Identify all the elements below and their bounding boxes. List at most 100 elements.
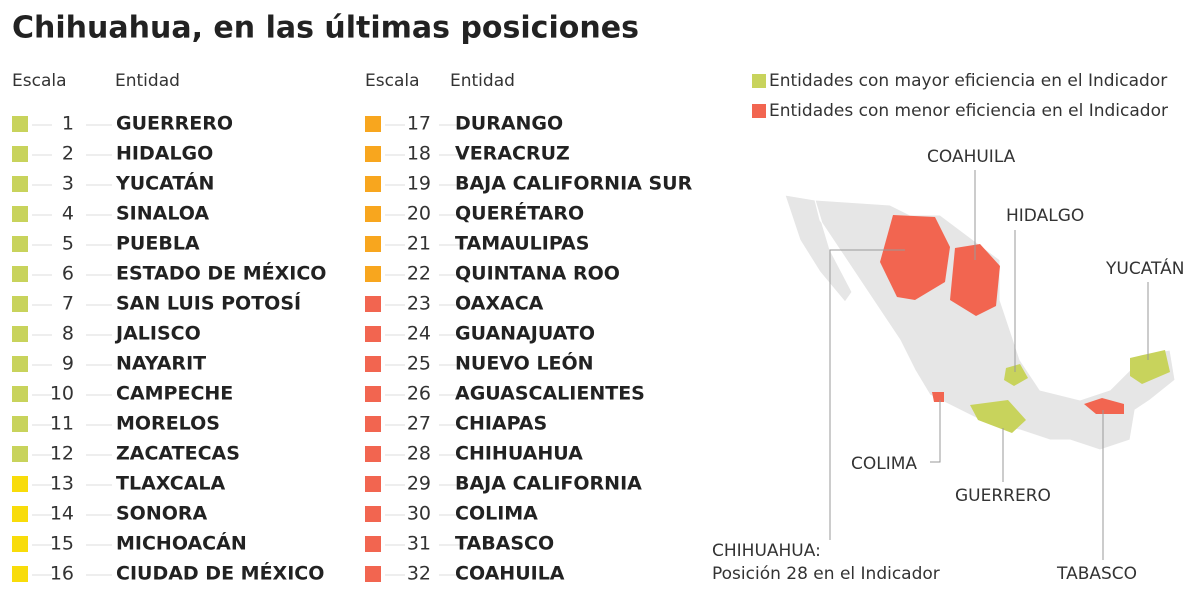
scale-swatch — [12, 146, 28, 162]
rank-bg — [405, 263, 439, 285]
rank-bg — [52, 413, 86, 435]
scale-swatch — [12, 236, 28, 252]
map-yucatan — [1130, 350, 1170, 384]
scale-swatch — [365, 566, 381, 582]
leader-line — [930, 400, 941, 463]
rank-bg — [405, 173, 439, 195]
rank-bg — [405, 353, 439, 375]
legend-label: Entidades con menor eficiencia en el Ind… — [769, 101, 1168, 121]
state-name: CIUDAD DE MÉXICO — [116, 562, 324, 585]
state-name: TABASCO — [455, 533, 554, 555]
scale-swatch — [365, 326, 381, 342]
rank: 22 — [407, 263, 431, 285]
scale-swatch — [365, 446, 381, 462]
column-header: Escala — [365, 71, 420, 91]
leader-line — [829, 249, 905, 540]
scale-swatch — [12, 386, 28, 402]
rank-bg — [405, 293, 439, 315]
state-name: YUCATÁN — [115, 172, 214, 195]
rank-bg — [405, 443, 439, 465]
rank: 21 — [407, 233, 431, 255]
state-name: ESTADO DE MÉXICO — [116, 262, 326, 285]
scale-swatch — [12, 206, 28, 222]
state-name: NAYARIT — [116, 353, 206, 375]
map-label: TABASCO — [1056, 564, 1137, 584]
state-name: HIDALGO — [116, 143, 213, 165]
state-name: QUINTANA ROO — [455, 263, 620, 285]
rank-bg — [405, 203, 439, 225]
scale-swatch — [365, 266, 381, 282]
state-name: GUERRERO — [116, 113, 233, 135]
state-name: TAMAULIPAS — [455, 233, 589, 255]
rank-bg — [52, 323, 86, 345]
state-name: CHIHUAHUA — [455, 443, 583, 465]
leader-lines — [829, 170, 1149, 560]
state-name: ZACATECAS — [116, 443, 240, 465]
state-name: SAN LUIS POTOSÍ — [116, 292, 301, 315]
rank-bg — [52, 353, 86, 375]
rank: 3 — [62, 173, 74, 195]
map-label: GUERRERO — [955, 486, 1051, 506]
rank: 11 — [50, 413, 74, 435]
rank: 30 — [407, 503, 431, 525]
rank: 15 — [50, 533, 74, 555]
map-label: YUCATÁN — [1105, 257, 1184, 279]
state-name: PUEBLA — [116, 233, 200, 255]
column-header: Entidad — [450, 71, 515, 91]
state-name: CHIAPAS — [455, 413, 547, 435]
rank-bg — [52, 263, 86, 285]
map-coahuila — [950, 244, 1000, 316]
rank: 29 — [407, 473, 431, 495]
rank: 18 — [407, 143, 431, 165]
scale-swatch — [12, 446, 28, 462]
map-tabasco — [1084, 398, 1124, 414]
rank-bg — [52, 173, 86, 195]
scale-swatch — [12, 296, 28, 312]
scale-swatch — [365, 146, 381, 162]
rank-bg — [52, 203, 86, 225]
map-hidalgo — [1004, 364, 1028, 386]
rank-bg — [52, 533, 86, 555]
rank: 2 — [62, 143, 74, 165]
state-name: SONORA — [116, 503, 208, 525]
rank-bg — [52, 383, 86, 405]
rank: 6 — [62, 263, 74, 285]
map-label: COLIMA — [851, 454, 917, 474]
scale-swatch — [365, 386, 381, 402]
rank: 16 — [50, 563, 74, 585]
rank-bg — [405, 383, 439, 405]
state-name: AGUASCALIENTES — [455, 383, 645, 405]
rank-bg — [405, 503, 439, 525]
state-name: GUANAJUATO — [455, 323, 595, 345]
map-label: HIDALGO — [1006, 206, 1084, 226]
state-name: MICHOACÁN — [116, 532, 247, 555]
rank-bg — [405, 563, 439, 585]
rank-bg — [52, 473, 86, 495]
rank-bg — [405, 323, 439, 345]
column-header: Escala — [12, 71, 67, 91]
rank-bg — [405, 413, 439, 435]
title: Chihuahua, en las últimas posiciones — [12, 11, 639, 46]
state-name: MORELOS — [116, 413, 220, 435]
scale-swatch — [365, 296, 381, 312]
scale-swatch — [12, 356, 28, 372]
legend-swatch — [752, 74, 766, 88]
rank: 28 — [407, 443, 431, 465]
map-label: COAHUILA — [927, 147, 1016, 167]
rank: 20 — [407, 203, 431, 225]
scale-swatch — [12, 176, 28, 192]
rank-bg — [52, 293, 86, 315]
rank-bg — [405, 143, 439, 165]
legend-swatch — [752, 104, 766, 118]
rank: 10 — [50, 383, 74, 405]
rank: 1 — [62, 113, 74, 135]
rank-bg — [405, 533, 439, 555]
rank-bg — [52, 143, 86, 165]
rank: 13 — [50, 473, 74, 495]
state-name: VERACRUZ — [455, 143, 570, 165]
scale-swatch — [365, 206, 381, 222]
rank: 27 — [407, 413, 431, 435]
state-name: JALISCO — [114, 323, 201, 345]
rank-bg — [52, 503, 86, 525]
rank: 17 — [407, 113, 431, 135]
